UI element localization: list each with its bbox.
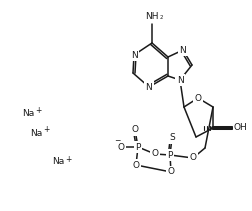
Text: P: P xyxy=(167,150,173,160)
Text: +: + xyxy=(65,154,71,164)
Text: N: N xyxy=(180,46,186,54)
Text: O: O xyxy=(133,161,140,169)
Text: N: N xyxy=(131,50,137,60)
Text: O: O xyxy=(195,93,202,103)
Text: +: + xyxy=(35,106,41,115)
Text: −: − xyxy=(114,137,120,146)
Text: O: O xyxy=(117,142,124,151)
Text: N: N xyxy=(146,83,152,92)
Text: OH: OH xyxy=(234,123,248,133)
Text: O: O xyxy=(132,126,139,134)
Text: Na: Na xyxy=(22,108,34,118)
Text: S: S xyxy=(169,134,175,142)
Text: Na: Na xyxy=(30,128,42,138)
Text: O: O xyxy=(168,168,174,176)
Text: Na: Na xyxy=(52,157,64,166)
Text: NH: NH xyxy=(145,12,159,21)
Text: O: O xyxy=(151,150,159,158)
Text: $_2$: $_2$ xyxy=(159,13,164,22)
Text: N: N xyxy=(177,76,183,84)
Text: +: + xyxy=(43,126,49,134)
Text: P: P xyxy=(135,142,141,151)
Text: O: O xyxy=(190,153,197,162)
